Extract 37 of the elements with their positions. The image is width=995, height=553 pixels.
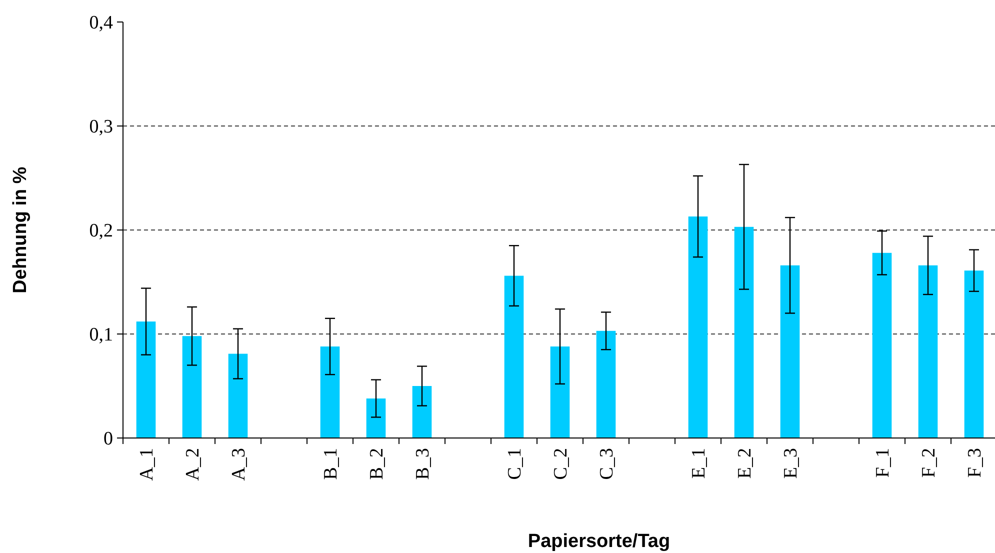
y-tick-label: 0	[104, 428, 113, 450]
x-axis-title: Papiersorte/Tag	[528, 531, 670, 552]
bar	[780, 265, 800, 438]
x-tick-label: F_2	[918, 448, 940, 478]
x-tick-label: A_1	[136, 448, 158, 481]
x-tick-label: E_1	[688, 448, 710, 479]
bar	[182, 336, 202, 438]
y-tick-label: 0,2	[89, 220, 113, 242]
bar	[918, 265, 938, 438]
x-tick-label: C_2	[550, 448, 572, 480]
x-tick-label: B_2	[366, 448, 388, 480]
x-tick-label: B_1	[320, 448, 342, 480]
y-tick-label: 0,1	[89, 324, 113, 346]
y-tick-label: 0,4	[89, 12, 114, 34]
bar	[504, 276, 524, 438]
x-tick-label: F_3	[964, 448, 986, 478]
x-tick-label: C_1	[504, 448, 526, 480]
bar	[734, 226, 754, 438]
bar	[136, 322, 156, 438]
bar	[320, 346, 340, 438]
x-tick-label: A_2	[182, 448, 204, 481]
bar	[412, 386, 432, 438]
bar	[964, 270, 984, 438]
bar	[872, 252, 892, 438]
bar	[366, 398, 386, 438]
bar	[550, 346, 570, 438]
bar	[228, 354, 248, 438]
x-tick-label: B_3	[412, 448, 434, 480]
x-tick-label: A_3	[228, 448, 250, 481]
x-tick-label: F_1	[872, 448, 894, 478]
x-tick-label: E_3	[780, 448, 802, 479]
x-tick-label: E_2	[734, 448, 756, 479]
y-axis-title: Dehnung in %	[10, 166, 31, 294]
bar	[688, 216, 708, 438]
x-tick-label: C_3	[596, 448, 618, 480]
y-tick-label: 0,3	[89, 116, 113, 138]
bar	[596, 330, 616, 438]
